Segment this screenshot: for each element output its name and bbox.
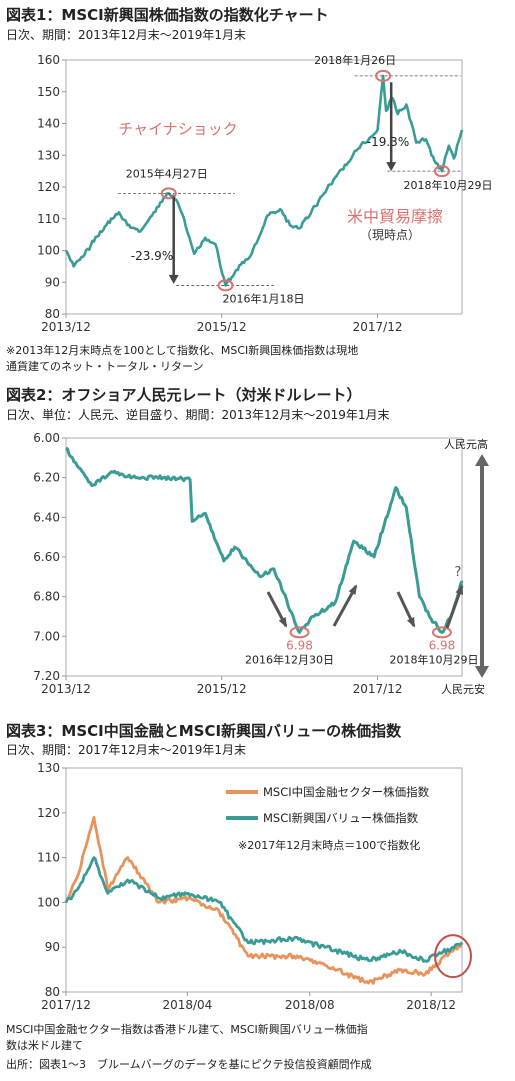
chart3-legend-label-2: MSCI新興国バリュー株価指数 bbox=[263, 811, 419, 825]
chart2-ytick-label: 7.00 bbox=[33, 629, 60, 643]
chart2-date-label-1: 2016年12月30日 bbox=[245, 652, 334, 666]
chart2-range-arrow-bottom bbox=[475, 666, 489, 678]
chart3-legend-label-1: MSCI中国金融セクター株価指数 bbox=[263, 785, 430, 799]
chart2-ytick-label: 6.20 bbox=[33, 471, 60, 485]
chart1-highlight-circle bbox=[375, 69, 392, 82]
chart1-label-peak2: 2018年1月26日 bbox=[314, 53, 396, 67]
chart1-annotation-drop2: -19.3% bbox=[367, 135, 409, 149]
chart3-ytick-label: 80 bbox=[45, 985, 60, 999]
chart3-subtitle: 日次、期間：2017年12月末～2019年1月末 bbox=[6, 743, 246, 757]
footer-note-1: MSCI中国金融セクター指数は香港ドル建て、MSCI新興国バリュー株価指 bbox=[6, 1023, 368, 1036]
chart2-ytick-label: 6.60 bbox=[33, 550, 60, 564]
chart2-frame bbox=[65, 437, 463, 677]
chart2-ytick-label: 6.40 bbox=[33, 510, 60, 524]
chart1-label-trough1: 2016年1月18日 bbox=[223, 291, 305, 305]
chart2-value-label-1: 6.98 bbox=[286, 638, 313, 652]
chart1-ytick-label: 130 bbox=[37, 148, 60, 162]
chart2-label-rmb-weak: 人民元安 bbox=[441, 682, 485, 696]
chart2-label-rmb-strong: 人民元高 bbox=[444, 437, 488, 451]
chart2-subtitle: 日次、単位：人民元、逆目盛り、期間：2013年12月末～2019年1月末 bbox=[6, 408, 390, 422]
chart3-xtick-label: 2018/12 bbox=[406, 998, 456, 1012]
chart1-ytick-label: 100 bbox=[37, 244, 60, 258]
chart1-note-1: ※2013年12月末時点を100として指数化、MSCI新興国株価指数は現地 bbox=[6, 344, 359, 357]
chart1-title: 図表1：MSCI新興国株価指数の指数化チャート bbox=[6, 6, 329, 24]
chart3-xtick-label: 2018/08 bbox=[285, 998, 335, 1012]
footer-note-2: 数は米ドル建て bbox=[6, 1039, 83, 1052]
chart1-arrow-decline2-head bbox=[386, 162, 397, 172]
chart1-label-peak1: 2015年4月27日 bbox=[126, 166, 208, 180]
chart1-annotation-current: （現時点） bbox=[360, 228, 420, 242]
chart3-annotation-note: ※2017年12月末時点＝100で指数化 bbox=[238, 838, 420, 852]
chart3-highlight-circle bbox=[434, 934, 472, 979]
chart1-xtick-label: 2017/12 bbox=[353, 320, 403, 334]
chart2-highlight-circle bbox=[289, 626, 310, 639]
chart2-arrow-up1-head bbox=[348, 584, 357, 595]
chart1-xtick-label: 2013/12 bbox=[41, 320, 91, 334]
chart2-question-mark: ? bbox=[455, 565, 462, 580]
chart3-ytick-label: 130 bbox=[37, 761, 60, 775]
chart2-title: 図表2：オフショア人民元レート（対米ドルレート） bbox=[6, 386, 362, 404]
chart3-series-line-2 bbox=[64, 856, 463, 963]
chart1-annotation-drop1: -23.9% bbox=[131, 249, 173, 263]
chart3-frame bbox=[65, 767, 463, 993]
chart3-ytick-label: 120 bbox=[37, 806, 60, 820]
chart3-ytick-label: 100 bbox=[37, 895, 60, 909]
chart2-ytick-label: 6.80 bbox=[33, 590, 60, 604]
chart1-series-line bbox=[64, 74, 464, 287]
chart2-ytick-label: 7.20 bbox=[33, 669, 60, 683]
chart2-series-line bbox=[65, 446, 464, 634]
chart3-ytick-label: 110 bbox=[37, 851, 60, 865]
chart2-arrow-down1-head bbox=[278, 617, 287, 628]
chart3-ytick-label: 90 bbox=[45, 940, 60, 954]
chart3-xtick-label: 2017/12 bbox=[41, 998, 91, 1012]
chart1-ytick-label: 160 bbox=[37, 53, 60, 67]
chart1-ytick-label: 80 bbox=[45, 307, 60, 321]
chart2-value-label-2: 6.98 bbox=[429, 638, 456, 652]
chart1-arrow-decline1-head bbox=[168, 274, 179, 284]
chart3-plot: 80 90 100 110 120 130 2017/12 2018/04 2018/08 201… bbox=[37, 761, 472, 1012]
footer-source: 出所：図表1～3 ブルームバーグのデータを基にピクテ投信投資顧問作成 bbox=[6, 1058, 372, 1071]
chart1-highlight-circle bbox=[433, 165, 450, 178]
chart2-arrow-up2-head bbox=[455, 584, 463, 595]
chart1-annotation-trade-friction: 米中貿易摩擦 bbox=[347, 207, 443, 226]
chart3-title: 図表3：MSCI中国金融とMSCI新興国バリューの株価指数 bbox=[6, 722, 402, 740]
chart1-annotation-china-shock: チャイナショック bbox=[118, 120, 238, 138]
chart1-ytick-label: 90 bbox=[45, 275, 60, 289]
chart1-label-trough2: 2018年10月29日 bbox=[403, 178, 492, 192]
chart2-highlight-circle bbox=[431, 626, 452, 639]
chart1-highlight-circle bbox=[160, 187, 177, 200]
chart2-date-label-2: 2018年10月29日 bbox=[389, 652, 478, 666]
chart1-block: 図表1：MSCI新興国株価指数の指数化チャート 日次、期間：2013年12月末～… bbox=[0, 0, 515, 345]
chart1-ytick-label: 140 bbox=[37, 117, 60, 131]
chart2-ytick-label: 6.00 bbox=[33, 431, 60, 445]
chart1-subtitle: 日次、期間：2013年12月末～2019年1月末 bbox=[6, 28, 246, 42]
chart1-plot: 80 90 100 110 120 130 140 150 160 2013/12 2015/12 2… bbox=[37, 53, 492, 334]
chart2-arrow-down2-head bbox=[407, 617, 415, 628]
chart3-xtick-label: 2018/04 bbox=[162, 998, 212, 1012]
chart1-ytick-label: 120 bbox=[37, 180, 60, 194]
chart2-xtick-label: 2017/12 bbox=[353, 682, 403, 696]
chart3-series-line-1 bbox=[64, 815, 464, 985]
chart1-note-2: 通貨建てのネット・トータル・リターン bbox=[6, 360, 204, 373]
chart1-highlight-circle bbox=[217, 279, 234, 292]
chart2-xtick-label: 2013/12 bbox=[41, 682, 91, 696]
chart2-xtick-label: 2015/12 bbox=[197, 682, 247, 696]
chart1-ytick-label: 110 bbox=[37, 212, 60, 226]
chart2-range-arrow-top bbox=[475, 454, 489, 466]
chart1-ytick-label: 150 bbox=[37, 85, 60, 99]
chart1-xtick-label: 2015/12 bbox=[197, 320, 247, 334]
